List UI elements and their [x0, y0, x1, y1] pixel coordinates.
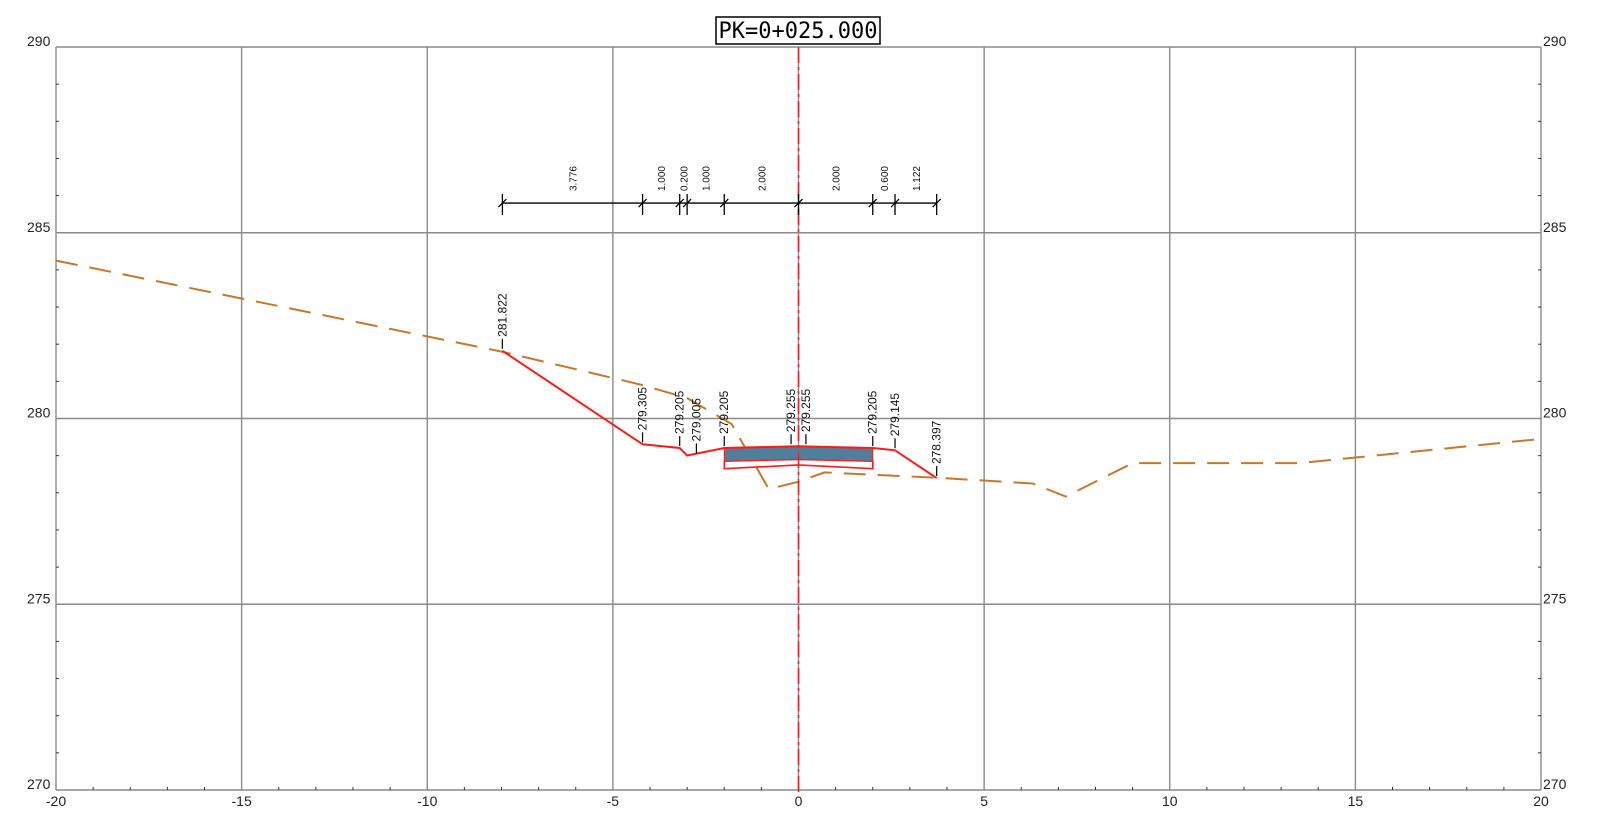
dimension-slash [682, 198, 692, 208]
design-line [501, 349, 938, 479]
dimension-label: 1.000 [702, 166, 713, 191]
dimension-slash [497, 198, 507, 208]
dimension-slash [932, 198, 942, 208]
y-tick-label-right: 270 [1543, 776, 1567, 792]
y-tick-label-left: 285 [27, 219, 51, 235]
y-tick-label-left: 275 [27, 590, 51, 606]
elevation-label: 279.205 [717, 390, 731, 434]
x-tick-label: -10 [417, 793, 437, 809]
elevation-label: 278.397 [930, 420, 944, 464]
title-text: PK=0+025.000 [719, 19, 878, 44]
terrain-line [55, 259, 1542, 498]
dimension-label: 2.000 [757, 166, 768, 191]
x-tick-label: -15 [232, 793, 252, 809]
dimension-slash [868, 198, 878, 208]
minor-ticks [56, 83, 1541, 790]
x-tick-label: 15 [1348, 793, 1364, 809]
dimension-line: 3.776 1.000 0.200 1.000 2.000 2.000 0.600 1.122 [497, 166, 942, 216]
x-tick-label: 10 [1162, 793, 1178, 809]
y-tick-label-left: 280 [27, 405, 51, 421]
x-tick-label: 5 [980, 793, 988, 809]
y-tick-label-right: 290 [1543, 33, 1567, 49]
dimension-label: 3.776 [568, 166, 579, 191]
elevation-label: 279.255 [799, 388, 813, 432]
elevation-label: 279.205 [673, 390, 687, 434]
title-box [715, 16, 881, 45]
terrain-profile [55, 259, 1542, 498]
elevation-label: 281.822 [495, 293, 509, 337]
station-title: PK=0+025.000 [715, 16, 881, 45]
x-tick-label: 20 [1533, 793, 1549, 809]
dimension-label: 0.200 [679, 166, 690, 191]
y-tick-label-right: 275 [1543, 590, 1567, 606]
dimension-slash [890, 198, 900, 208]
y-tick-label-left: 270 [27, 776, 51, 792]
dimension-slash [719, 198, 729, 208]
dimension-slash [794, 198, 803, 208]
axis-labels: 270 270 275 275 280 280 285 285 290 290 -20 -15 -10 -… [27, 33, 1567, 809]
y-tick-label-right: 285 [1543, 219, 1567, 235]
elevation-label: 279.305 [636, 387, 650, 431]
dimension-slash [675, 198, 685, 208]
elevation-label: 279.255 [784, 388, 798, 432]
dimension-slash [638, 198, 648, 208]
x-tick-label: 0 [795, 793, 803, 809]
dimension-label: 2.000 [832, 166, 843, 191]
dimension-label: 1.122 [912, 166, 923, 191]
y-tick-label-left: 290 [27, 33, 51, 49]
elevation-label: 279.145 [888, 393, 902, 437]
elevation-label: 279.205 [866, 390, 880, 434]
dimension-label: 1.000 [657, 166, 668, 191]
dimension-label: 0.600 [880, 166, 891, 191]
elevation-label: 279.005 [689, 398, 703, 442]
x-tick-label: -20 [46, 793, 66, 809]
y-tick-label-right: 280 [1543, 405, 1567, 421]
x-tick-label: -5 [607, 793, 620, 809]
